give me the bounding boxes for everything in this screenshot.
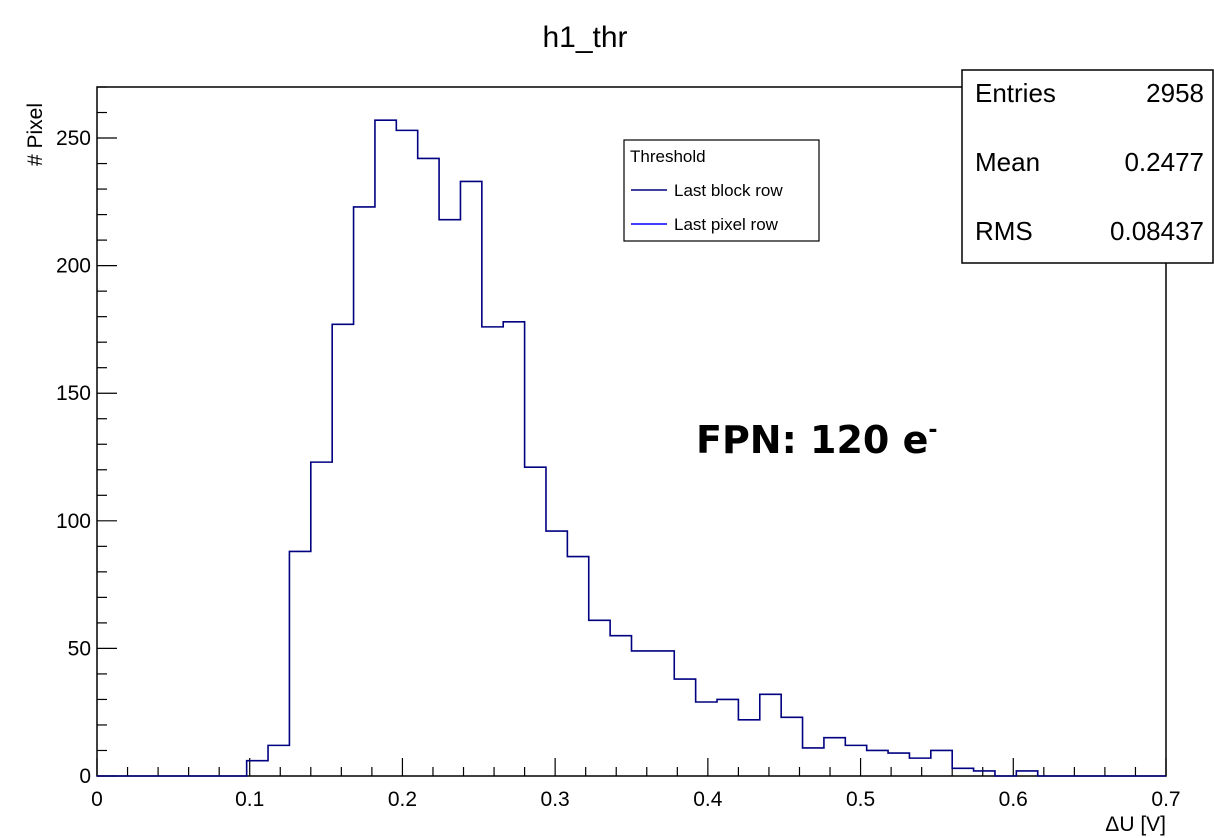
chart-title: h1_thr [542,21,627,54]
x-tick-label: 0.1 [235,788,264,811]
stats-box: Entries 2958 Mean 0.2477 RMS 0.08437 [961,69,1214,264]
y-tick-label: 0 [79,765,91,788]
y-axis: 0 50 100 150 200 250 [56,86,117,788]
fpn-annotation: FPN: 120 e- [696,418,938,462]
y-tick-label: 100 [56,510,91,533]
legend-title: Threshold [630,147,706,166]
x-tick-label: 0.2 [388,788,417,811]
x-axis-label: ΔU [V] [1105,813,1166,836]
legend: Threshold Last block row Last pixel row [623,139,820,242]
x-tick-label: 0.7 [1151,788,1180,811]
x-tick-label: 0.3 [541,788,570,811]
stats-entries-value: 2958 [1146,78,1204,108]
histogram-line [97,119,1166,777]
legend-entry-last-block-row: Last block row [674,181,783,200]
x-tick-label: 0.5 [846,788,875,811]
legend-entry-last-pixel-row: Last pixel row [674,215,779,234]
stats-rms-label: RMS [975,216,1033,246]
stats-mean-label: Mean [975,147,1040,177]
y-tick-label: 150 [56,382,91,405]
stats-box-frame [961,69,1214,264]
x-tick-label: 0 [91,788,103,811]
y-tick-label: 50 [68,637,91,660]
y-tick-label: 250 [56,127,91,150]
x-axis: 0 0.1 0.2 0.3 0.4 0.5 0.6 0.7 [91,758,1181,811]
stats-rms-value: 0.08437 [1110,216,1204,246]
stats-mean-value: 0.2477 [1124,147,1204,177]
y-tick-label: 200 [56,255,91,278]
stats-entries-label: Entries [975,78,1056,108]
x-tick-label: 0.4 [693,788,723,811]
fpn-annotation-text: FPN: 120 e [696,418,928,462]
y-axis-label: # Pixel [24,103,47,166]
x-tick-label: 0.6 [999,788,1028,811]
fpn-annotation-superscript: - [928,418,937,443]
plot-frame [96,86,1167,777]
